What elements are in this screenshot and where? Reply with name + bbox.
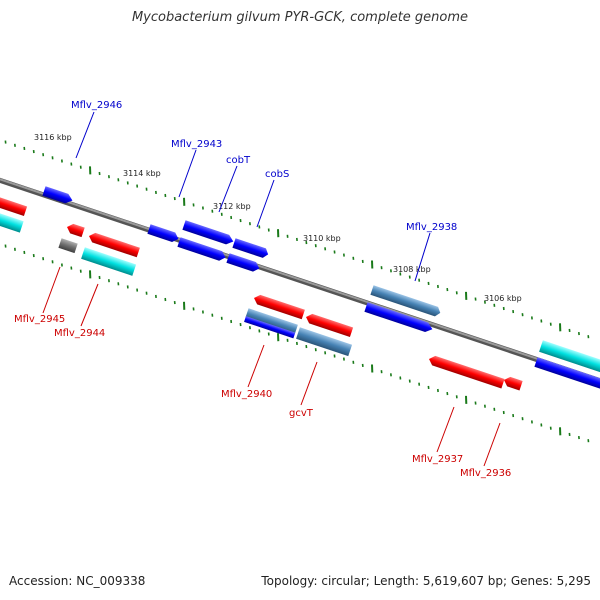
gene-fwd-right[interactable]: [534, 357, 600, 393]
accession-text: Accession: NC_009338: [9, 574, 146, 588]
gene-pseudo[interactable]: [58, 238, 78, 254]
gene-mflv-2945[interactable]: [65, 222, 85, 238]
lower-tick-track: [4, 244, 590, 443]
gene-mflv-2938[interactable]: [370, 285, 441, 317]
label-mflv-2944[interactable]: Mflv_2944: [54, 328, 105, 339]
gene-mflv-2946[interactable]: [42, 186, 74, 205]
tick-label-3110: 3110 kbp: [303, 234, 341, 243]
gene-cobs[interactable]: [226, 253, 260, 273]
tick-label-3116: 3116 kbp: [34, 133, 72, 142]
label-gcvt[interactable]: gcvT: [289, 408, 314, 419]
gene-mflv-2940[interactable]: [252, 293, 305, 320]
gene-cobt[interactable]: [232, 238, 269, 259]
upper-tick-track: [4, 140, 590, 339]
tick-labels: 3116 kbp 3114 kbp 3112 kbp 3110 kbp 3108…: [34, 133, 522, 303]
gene-rev-lower-2[interactable]: [304, 312, 354, 337]
tick-label-3108: 3108 kbp: [393, 265, 431, 274]
gene-labels: Mflv_2946 Mflv_2943 cobT cobS Mflv_2938 …: [14, 100, 511, 479]
gene-fwd-inner-1[interactable]: [147, 224, 180, 243]
gene-gcvt[interactable]: [296, 327, 353, 357]
gene-mflv-2936[interactable]: [502, 375, 523, 391]
gene-rna-right[interactable]: [539, 340, 600, 378]
gene-fwd-inner-2[interactable]: [177, 237, 227, 262]
label-mflv-2937[interactable]: Mflv_2937: [412, 454, 463, 465]
gene-rev-left-edge[interactable]: [0, 191, 28, 216]
label-mflv-2946[interactable]: Mflv_2946: [71, 100, 122, 111]
label-mflv-2940[interactable]: Mflv_2940: [221, 389, 272, 400]
gene-mflv-2944[interactable]: [81, 247, 137, 276]
gene-mflv-2937[interactable]: [427, 354, 505, 389]
gene-rev-lower-1[interactable]: [87, 231, 140, 258]
label-mflv-2945[interactable]: Mflv_2945: [14, 314, 65, 325]
gene-mflv-2943[interactable]: [182, 220, 234, 246]
label-mflv-2943[interactable]: Mflv_2943: [171, 139, 222, 150]
gene-features: [0, 186, 600, 393]
gene-fwd-inner-3[interactable]: [364, 302, 434, 334]
label-cobs[interactable]: cobS: [265, 169, 289, 180]
label-mflv-2938[interactable]: Mflv_2938: [406, 222, 457, 233]
tick-label-3114: 3114 kbp: [123, 169, 161, 178]
label-cobt[interactable]: cobT: [226, 155, 251, 166]
label-mflv-2936[interactable]: Mflv_2936: [460, 468, 511, 479]
gene-rna-left-edge[interactable]: [0, 207, 24, 233]
gene-steel-lower[interactable]: [245, 308, 298, 335]
callout-lines: [42, 111, 501, 467]
tick-label-3112: 3112 kbp: [213, 202, 251, 211]
topology-summary: Topology: circular; Length: 5,619,607 bp…: [261, 574, 591, 588]
genome-backbone-highlight: [0, 178, 600, 381]
gene-fwd-lower[interactable]: [244, 316, 296, 339]
map-title: Mycobacterium gilvum PYR-GCK, complete g…: [131, 10, 469, 25]
tick-label-3106: 3106 kbp: [484, 294, 522, 303]
